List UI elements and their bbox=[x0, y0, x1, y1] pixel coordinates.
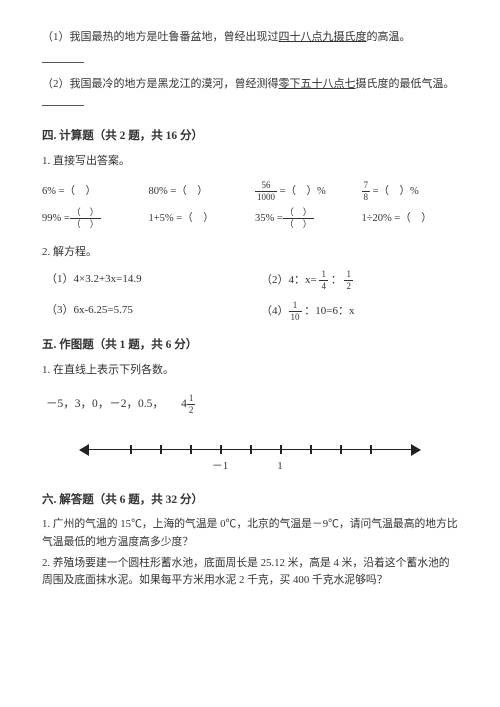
cell-r2c1: 99% =（ ）（ ） bbox=[42, 208, 139, 229]
fill-q1-blank bbox=[42, 51, 458, 70]
cell-r2c3-pre: 35% = bbox=[255, 213, 283, 224]
sec6-a2: 2. 养殖场要建一个圆柱形蓄水池，底面周长是 25.12 米，高是 4 米，沿着… bbox=[42, 555, 458, 590]
fill-q2: （2）我国最冷的地方是黑龙江的漠河，曾经测得零下五十八点七摄氏度的最低气温。 bbox=[42, 75, 458, 112]
label-neg1: －1 bbox=[212, 457, 229, 476]
frac-den: （ ） bbox=[70, 219, 101, 229]
frac-num: （ ） bbox=[283, 208, 314, 219]
eq4-pre: （4） bbox=[261, 305, 289, 317]
cell-r1c4: 78 =（ ）% bbox=[362, 181, 459, 202]
frac-num: 7 bbox=[362, 181, 371, 192]
sec5-q1: 1. 在直线上表示下列各数。 bbox=[42, 361, 458, 380]
frac-num: 56 bbox=[255, 181, 277, 192]
frac-7-8: 78 bbox=[362, 181, 371, 202]
sec4-q1: 1. 直接写出答案。 bbox=[42, 152, 458, 171]
cell-r1c2: 80% =（ ） bbox=[149, 183, 246, 201]
tick-neg1 bbox=[220, 445, 222, 454]
fill-q2-pre: （2）我国最冷的地方是黑龙江的漠河，曾经测得 bbox=[42, 78, 279, 90]
eq2-pre: （2）4：x= bbox=[261, 274, 319, 286]
cell-r2c3: 35% =（ ）（ ） bbox=[255, 208, 352, 229]
cell-r2c1-pre: 99% = bbox=[42, 213, 70, 224]
cell-r1c1: 6% =（ ） bbox=[42, 183, 139, 201]
frac-den: 1000 bbox=[255, 192, 277, 202]
sec5-title: 五. 作图题（共 1 题，共 6 分） bbox=[42, 336, 458, 356]
fill-q2-post: 摄氏度的最低气温。 bbox=[356, 78, 455, 90]
frac-den: （ ） bbox=[283, 219, 314, 229]
sec4-q2: 2. 解方程。 bbox=[42, 243, 458, 262]
eq4: （4）110 ：10=6：x bbox=[261, 301, 458, 322]
mixed-4-1-2: 12 bbox=[187, 394, 196, 415]
fill-q1-ul: 四十八点九摄氏度 bbox=[279, 31, 367, 43]
cell-r1c3-tail: =（ ）% bbox=[277, 186, 326, 197]
frac-num: （ ） bbox=[70, 208, 101, 219]
fill-q1: （1）我国最热的地方是吐鲁番盆地，曾经出现过四十八点九摄氏度的高温。 bbox=[42, 28, 458, 47]
numberline-wrap: －1 1 bbox=[42, 437, 458, 477]
tick bbox=[370, 445, 372, 454]
cell-r2c2: 1+5% =（ ） bbox=[149, 210, 246, 228]
frac-num: 1 bbox=[289, 301, 302, 312]
frac-den: 2 bbox=[344, 281, 353, 291]
tick bbox=[310, 445, 312, 454]
frac-56-1000: 561000 bbox=[255, 181, 277, 202]
fill-q1-post: 的高温。 bbox=[367, 31, 411, 43]
frac-num: 1 bbox=[344, 270, 353, 281]
frac-num: 1 bbox=[319, 270, 328, 281]
blank-line-1 bbox=[42, 52, 84, 63]
sec6-title: 六. 解答题（共 6 题，共 32 分） bbox=[42, 491, 458, 511]
frac-num: 1 bbox=[187, 394, 196, 405]
eq1: （1）4×3.2+3x=14.9 bbox=[46, 270, 243, 291]
sec4-title: 四. 计算题（共 2 题，共 16 分） bbox=[42, 127, 458, 147]
frac-den: 8 bbox=[362, 192, 371, 202]
cell-r1c3: 561000 =（ ）% bbox=[255, 181, 352, 202]
label-pos1: 1 bbox=[277, 457, 283, 476]
eq2-mid: ： bbox=[328, 274, 345, 286]
frac-blank-2: （ ）（ ） bbox=[283, 208, 314, 229]
frac-1-4: 14 bbox=[319, 270, 328, 291]
numberline: －1 1 bbox=[80, 437, 420, 477]
sec6-a1: 1. 广州的气温的 15℃，上海的气温是 0℃，北京的气温是－9℃，请问气温最高… bbox=[42, 516, 458, 551]
tick bbox=[130, 445, 132, 454]
eq2: （2）4：x= 14 ： 12 bbox=[261, 270, 458, 291]
frac-den: 10 bbox=[289, 312, 302, 322]
fill-q1-pre: （1）我国最热的地方是吐鲁番盆地，曾经出现过 bbox=[42, 31, 279, 43]
numbers-list: －5，3，0，－2，0.5， 4 bbox=[46, 398, 187, 410]
tick-0 bbox=[250, 445, 252, 454]
calc-grid: 6% =（ ） 80% =（ ） 561000 =（ ）% 78 =（ ）% 9… bbox=[42, 181, 458, 229]
eq3: （3）6x-6.25=5.75 bbox=[46, 301, 243, 322]
tick bbox=[340, 445, 342, 454]
frac-1-2: 12 bbox=[344, 270, 353, 291]
arrow-right-icon bbox=[411, 444, 421, 456]
eq-grid: （1）4×3.2+3x=14.9 （2）4：x= 14 ： 12 （3）6x-6… bbox=[46, 270, 458, 322]
frac-den: 2 bbox=[187, 405, 196, 415]
fill-q2-ul: 零下五十八点七 bbox=[279, 78, 356, 90]
tick bbox=[190, 445, 192, 454]
blank-line-2 bbox=[42, 95, 84, 106]
frac-den: 4 bbox=[319, 281, 328, 291]
cell-r1c4-tail: =（ ）% bbox=[370, 186, 419, 197]
frac-1-2-m: 12 bbox=[187, 394, 196, 415]
cell-r2c4: 1÷20% =（ ） bbox=[362, 210, 459, 228]
eq4-post: ：10=6：x bbox=[302, 305, 355, 317]
frac-1-10: 110 bbox=[289, 301, 302, 322]
frac-blank-1: （ ）（ ） bbox=[70, 208, 101, 229]
numbers-row: －5，3，0，－2，0.5， 412 bbox=[46, 394, 458, 415]
tick-pos1 bbox=[280, 445, 282, 454]
tick bbox=[160, 445, 162, 454]
